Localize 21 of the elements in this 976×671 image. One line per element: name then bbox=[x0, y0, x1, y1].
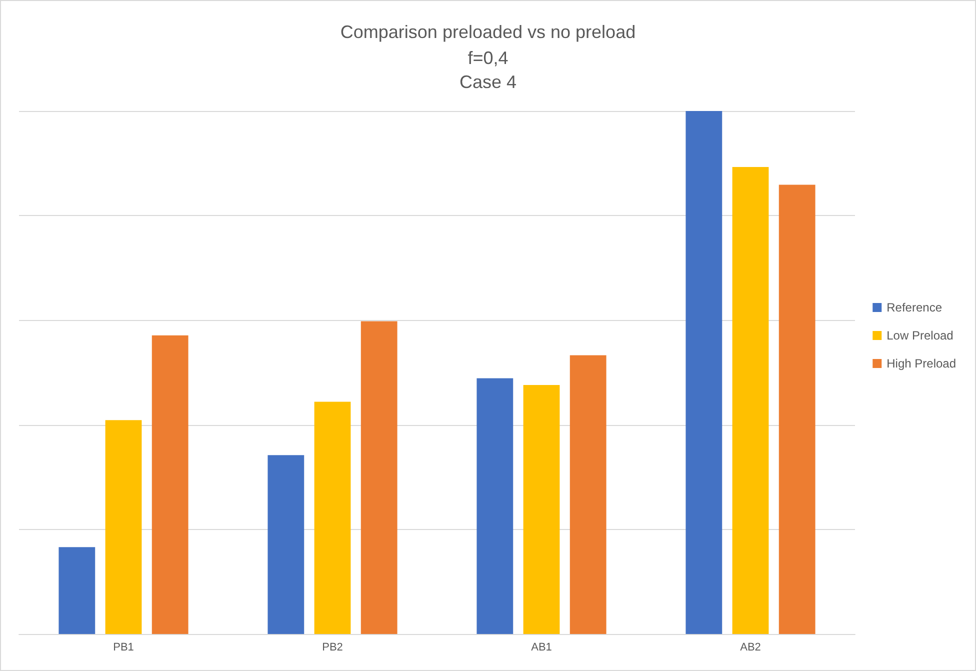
x-tick-label: AB1 bbox=[531, 642, 552, 654]
x-tick-label: AB2 bbox=[740, 642, 761, 654]
bar bbox=[686, 111, 722, 634]
bar bbox=[105, 420, 142, 634]
chart-title: Comparison preloaded vs no preload bbox=[340, 22, 636, 42]
bar bbox=[360, 321, 398, 634]
legend-label: Reference bbox=[886, 300, 942, 314]
chart-subtitle: f=0,4 Case 4 bbox=[459, 48, 517, 92]
bar bbox=[314, 402, 351, 634]
x-tick-label: PB1 bbox=[113, 642, 134, 654]
x-tick-label: PB2 bbox=[322, 642, 343, 654]
legend-label: High Preload bbox=[886, 356, 956, 370]
legend-label: Low Preload bbox=[886, 328, 954, 342]
bar bbox=[58, 547, 96, 634]
bar bbox=[268, 455, 304, 634]
bar bbox=[732, 166, 769, 634]
bar bbox=[152, 335, 188, 634]
bar bbox=[778, 184, 816, 634]
bar bbox=[570, 355, 606, 634]
bar bbox=[476, 378, 514, 634]
bar bbox=[523, 385, 560, 634]
